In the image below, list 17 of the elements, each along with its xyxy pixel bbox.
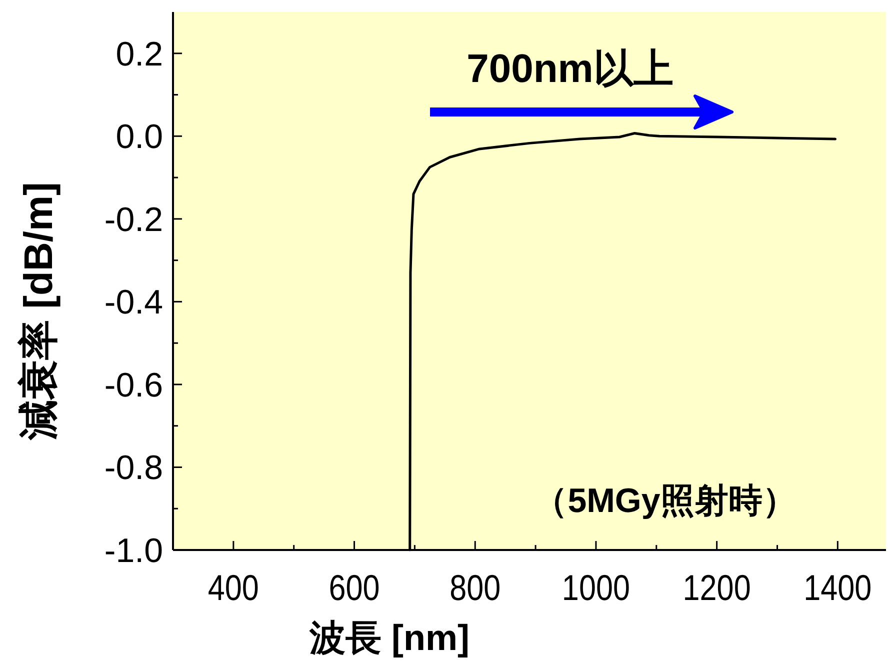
x-tick-label: 1400 — [804, 568, 872, 609]
y-axis-title: 減衰率 [dB/m] — [17, 182, 61, 441]
y-tick-label: -1.0 — [104, 532, 163, 570]
y-tick-label: -0.6 — [104, 366, 163, 404]
y-tick-label: 0.0 — [116, 118, 163, 156]
annotation: 700nm以上 — [466, 47, 674, 91]
x-tick-label: 1200 — [682, 568, 751, 609]
y-tick-label: -0.2 — [104, 200, 163, 239]
x-tick-label: 800 — [450, 568, 501, 609]
y-tick-label: 0.2 — [116, 35, 163, 74]
y-tick-label: -0.4 — [104, 284, 163, 322]
x-tick-label: 1000 — [562, 568, 630, 609]
y-tick-label: -0.8 — [104, 449, 163, 488]
annotation: （5MGy照射時） — [534, 482, 796, 520]
x-tick-label: 400 — [208, 568, 259, 609]
x-axis-title: 波長 [nm] — [308, 617, 470, 658]
x-tick-label: 600 — [328, 568, 380, 609]
